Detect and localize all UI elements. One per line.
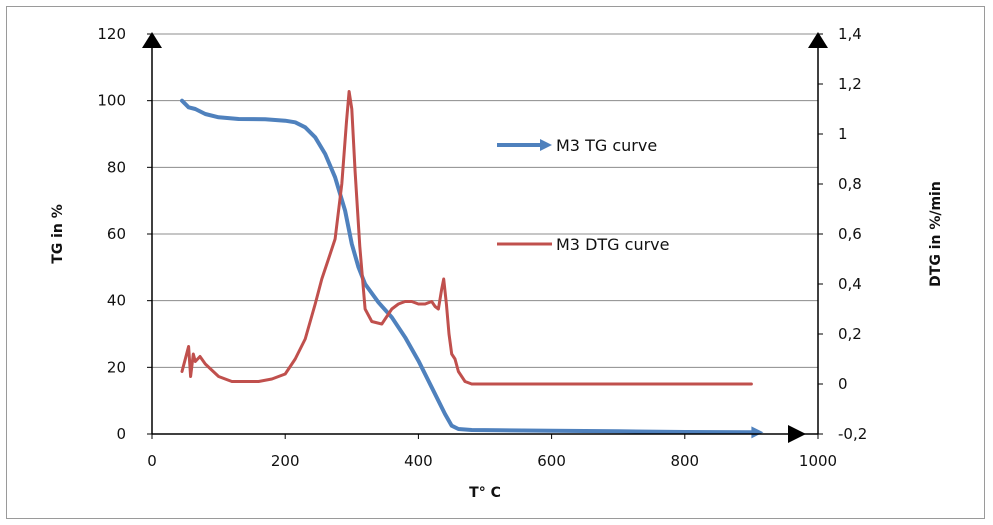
y2-tick-label-4: 0,6 (838, 225, 862, 243)
legend-item-tg: M3 TG curve (497, 136, 657, 155)
tg-curve-arrowhead (751, 426, 764, 439)
y-axis-arrow (142, 32, 162, 48)
gridlines (152, 33, 818, 368)
x-tick-label-4: 800 (670, 452, 699, 470)
x-axis-title: T° C (469, 485, 501, 501)
legend-label-tg: M3 TG curve (556, 136, 657, 155)
y2-tick-label-3: 0,4 (838, 275, 862, 293)
legend-arrow-tg (540, 139, 552, 151)
series-layer (180, 90, 764, 439)
y2-tick-label-8: 1,4 (838, 25, 862, 43)
x-axis-arrow (788, 425, 806, 443)
y2-tick-label-6: 1 (838, 125, 848, 143)
y-axis-title: TG in % (50, 204, 66, 264)
y2-tick-label-5: 0,8 (838, 175, 862, 193)
x-tick-label-1: 200 (271, 452, 300, 470)
dtg-curve-line (180, 90, 753, 386)
y2-tick-label-7: 1,2 (838, 75, 862, 93)
y2-tick-label-0: -0,2 (838, 425, 867, 443)
y-tick-label-1: 20 (107, 358, 126, 376)
x-tick-label-2: 400 (404, 452, 433, 470)
x-tick-label-3: 600 (537, 452, 566, 470)
y-tick-label-2: 40 (107, 292, 126, 310)
legend-label-dtg: M3 DTG curve (556, 235, 669, 254)
y-tick-label-3: 60 (107, 225, 126, 243)
y-tick-label-4: 80 (107, 158, 126, 176)
legend: M3 TG curve M3 DTG curve (497, 136, 669, 254)
y2-tick-label-2: 0,2 (838, 325, 862, 343)
axes (142, 32, 828, 443)
legend-item-dtg: M3 DTG curve (497, 235, 669, 254)
y2-tick-label-1: 0 (838, 375, 848, 393)
x-tick-label-0: 0 (147, 452, 157, 470)
tick-labels: 0 200 400 600 800 1000 0 20 40 60 80 100 120 -0,2 0 0,2… (97, 25, 867, 470)
tg-curve-line (180, 98, 754, 435)
x-tick-label-5: 1000 (799, 452, 837, 470)
y2-axis-title: DTG in %/min (928, 181, 944, 287)
y-tick-label-5: 100 (97, 92, 126, 110)
y2-axis-arrow (808, 32, 828, 48)
y-tick-label-0: 0 (116, 425, 126, 443)
y-tick-label-6: 120 (97, 25, 126, 43)
